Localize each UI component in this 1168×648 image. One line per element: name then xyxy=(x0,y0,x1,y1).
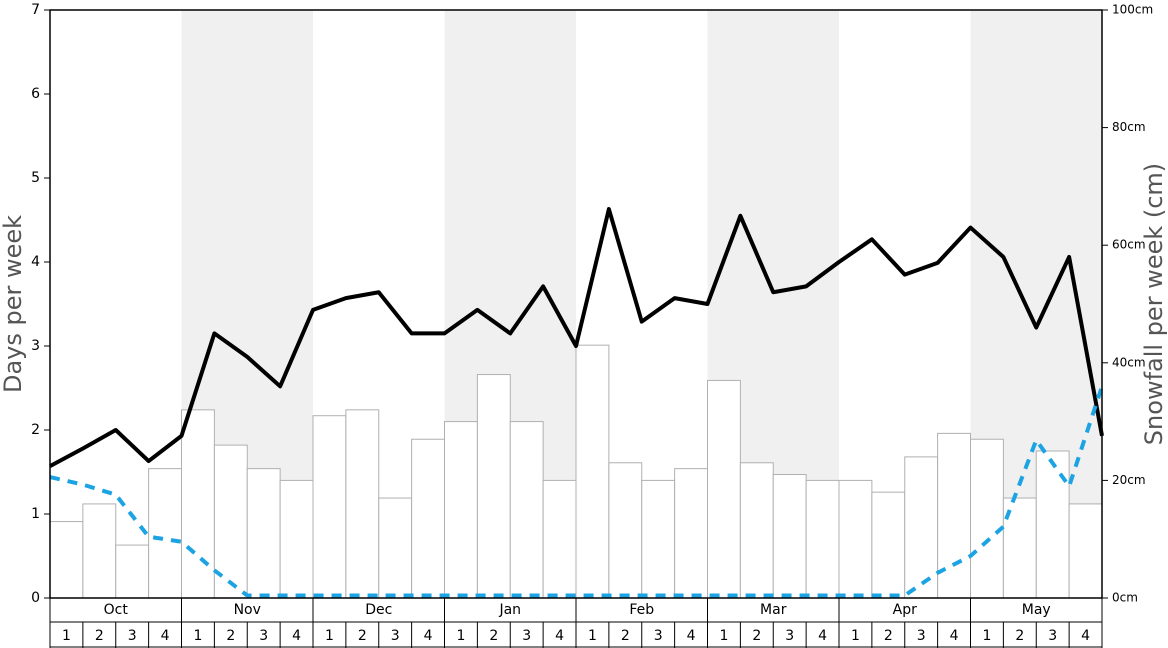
week-label: 3 xyxy=(654,628,663,644)
week-label: 2 xyxy=(752,628,761,644)
week-label: 3 xyxy=(1048,628,1057,644)
month-label: Nov xyxy=(234,602,261,618)
week-label: 3 xyxy=(259,628,268,644)
bar xyxy=(707,379,741,599)
y2-tick-label: 100cm xyxy=(1112,3,1153,17)
week-label: 3 xyxy=(917,628,926,644)
month-label: Oct xyxy=(104,602,129,618)
bar xyxy=(115,544,150,599)
week-label: 2 xyxy=(489,628,498,644)
month-label: Dec xyxy=(365,602,392,618)
week-label: 3 xyxy=(391,628,400,644)
week-label: 2 xyxy=(621,628,630,644)
bar xyxy=(509,421,544,599)
y-tick-label: 6 xyxy=(31,86,40,102)
y2-tick-label: 0cm xyxy=(1112,591,1138,605)
bar xyxy=(181,409,215,599)
bar xyxy=(739,462,774,599)
line xyxy=(49,385,1104,598)
week-label: 3 xyxy=(785,628,794,644)
y2-tick-label: 80cm xyxy=(1112,120,1146,134)
bar xyxy=(937,432,971,599)
y-tick-label: 3 xyxy=(31,338,40,354)
bar xyxy=(345,409,380,599)
bar xyxy=(1035,450,1070,599)
bar xyxy=(444,421,478,599)
y2-tick-label: 40cm xyxy=(1112,355,1146,369)
week-label: 1 xyxy=(982,628,991,644)
month-label: Feb xyxy=(629,602,654,618)
bar xyxy=(411,438,445,599)
bar xyxy=(476,374,511,599)
week-label: 1 xyxy=(325,628,334,644)
bar xyxy=(1068,503,1103,599)
bar xyxy=(246,468,281,599)
y-tick-label: 2 xyxy=(31,422,40,438)
week-label: 3 xyxy=(522,628,531,644)
bar xyxy=(542,479,577,599)
month-label: Jan xyxy=(498,602,521,618)
bar xyxy=(82,503,117,599)
week-label: 3 xyxy=(128,628,137,644)
bar xyxy=(838,479,873,599)
week-label: 2 xyxy=(226,628,235,644)
week-label: 2 xyxy=(1015,628,1024,644)
week-label: 2 xyxy=(95,628,104,644)
month-label: May xyxy=(1022,602,1051,618)
bar xyxy=(378,497,413,599)
bar xyxy=(904,456,939,599)
week-label: 1 xyxy=(193,628,202,644)
y-tick-label: 0 xyxy=(31,590,40,606)
y2-tick-label: 60cm xyxy=(1112,238,1146,252)
month-label: Mar xyxy=(760,602,787,618)
week-label: 4 xyxy=(950,628,959,644)
week-label: 4 xyxy=(1081,628,1090,644)
week-label: 1 xyxy=(588,628,597,644)
bar xyxy=(608,462,643,599)
week-label: 1 xyxy=(851,628,860,644)
week-label: 1 xyxy=(719,628,728,644)
bar xyxy=(674,468,708,599)
y-tick-label: 4 xyxy=(31,254,40,270)
bar xyxy=(148,468,182,599)
bar xyxy=(970,438,1004,599)
y-axis-title: Days per week xyxy=(0,215,27,393)
y-tick-label: 1 xyxy=(31,506,40,522)
bar xyxy=(871,491,906,599)
week-label: 4 xyxy=(818,628,827,644)
y2-tick-label: 20cm xyxy=(1112,473,1146,487)
bar xyxy=(641,479,676,599)
week-label: 4 xyxy=(555,628,564,644)
y2-axis-title: Snowfall per week (cm) xyxy=(1140,163,1168,445)
bar xyxy=(772,474,807,599)
y-tick-label: 5 xyxy=(31,170,40,186)
bar xyxy=(575,344,610,599)
bar xyxy=(279,479,314,599)
week-label: 2 xyxy=(358,628,367,644)
bar xyxy=(805,479,840,599)
week-label: 4 xyxy=(424,628,433,644)
bar xyxy=(312,415,347,599)
week-label: 4 xyxy=(161,628,170,644)
week-label: 4 xyxy=(687,628,696,644)
week-label: 4 xyxy=(292,628,301,644)
month-label: Apr xyxy=(893,602,917,618)
line xyxy=(49,207,1104,468)
week-label: 1 xyxy=(456,628,465,644)
week-label: 1 xyxy=(62,628,71,644)
bar xyxy=(49,521,84,599)
y-tick-label: 7 xyxy=(31,2,40,18)
week-label: 2 xyxy=(884,628,893,644)
